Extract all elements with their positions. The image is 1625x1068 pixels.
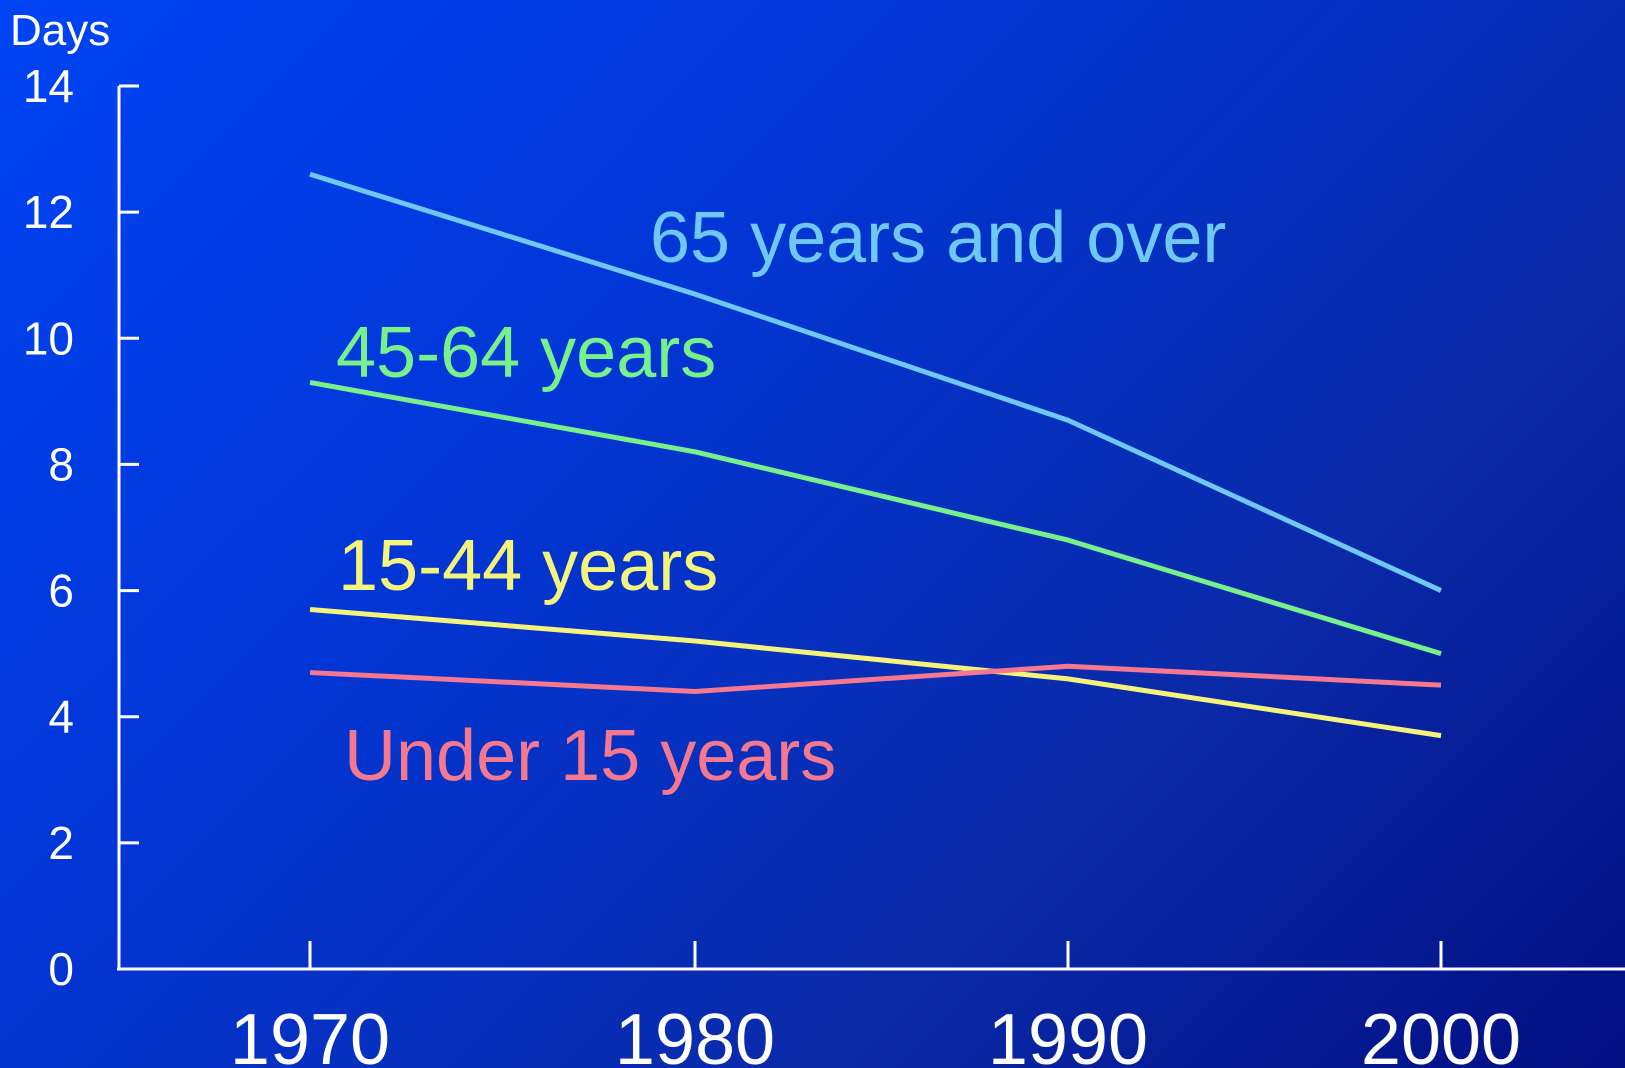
y-tick-label: 0 [48, 943, 74, 995]
y-tick-label: 12 [23, 186, 74, 238]
y-tick-label: 4 [48, 691, 74, 743]
y-tick-label: 10 [23, 312, 74, 364]
series-line-2 [309, 607, 1442, 739]
y-ticks: 0 2 4 6 8 10 12 14 [23, 60, 139, 995]
series-label-2: 15-44 years [338, 526, 718, 606]
series-label-0: 65 years and over [650, 198, 1226, 278]
series-line-3 [309, 663, 1442, 694]
x-tick-label: 2000 [1361, 1000, 1521, 1068]
series-label-1: 45-64 years [336, 313, 716, 393]
y-tick-label: 2 [48, 817, 74, 869]
axes [117, 86, 1625, 971]
y-tick-label: 8 [48, 438, 74, 490]
series-group [309, 171, 1443, 739]
y-tick-label: 14 [23, 60, 74, 112]
x-ticks: 1970 1980 1990 2000 [230, 941, 1521, 1068]
x-tick-label: 1970 [230, 1000, 390, 1068]
series-line-0 [309, 171, 1443, 593]
series-labels: 65 years and over 45-64 years 15-44 years U… [336, 198, 1226, 796]
x-tick-label: 1980 [615, 1000, 775, 1068]
series-line-1 [309, 379, 1442, 657]
y-axis-label: Days [10, 6, 110, 55]
y-tick-label: 6 [48, 565, 74, 617]
series-label-3: Under 15 years [344, 716, 836, 796]
x-tick-label: 1990 [988, 1000, 1148, 1068]
